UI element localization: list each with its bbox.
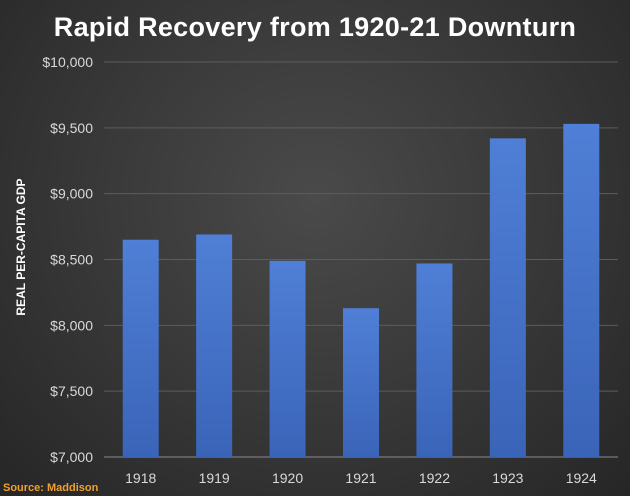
bar-1918 (122, 239, 159, 457)
y-tick-label: $9,500 (50, 120, 93, 136)
y-tick-label: $10,000 (42, 54, 93, 70)
y-axis-tick-labels: $7,000 $7,500 $8,000 $8,500 $9,000 $9,500 $10,… (42, 54, 93, 465)
bar-1922 (416, 263, 453, 457)
bar-1923 (489, 138, 526, 457)
y-tick-label: $8,500 (50, 252, 93, 268)
bar-1921 (343, 308, 379, 457)
bar-1920 (269, 260, 306, 457)
y-tick-label: $9,000 (50, 186, 93, 202)
y-tick-label: $8,000 (50, 317, 93, 333)
chart-title: Rapid Recovery from 1920-21 Downturn (53, 12, 577, 42)
x-tick-label: 1918 (125, 470, 156, 486)
source-note: Source: Maddison (3, 482, 99, 494)
x-tick-label: 1922 (419, 470, 450, 486)
x-tick-label: 1921 (345, 470, 376, 486)
bar-1924 (563, 123, 600, 457)
x-tick-label: 1919 (199, 470, 230, 486)
y-tick-label: $7,500 (50, 383, 93, 399)
bars (122, 123, 600, 457)
bar-1919 (196, 234, 233, 457)
x-tick-label: 1924 (566, 470, 597, 486)
y-axis-label: REAL PER-CAPITA GDP (14, 178, 28, 315)
x-tick-label: 1920 (272, 470, 303, 486)
x-axis-tick-labels: 1918 1919 1920 1921 1922 1923 1924 (125, 470, 597, 486)
x-tick-label: 1923 (492, 470, 523, 486)
y-tick-label: $7,000 (50, 449, 93, 465)
